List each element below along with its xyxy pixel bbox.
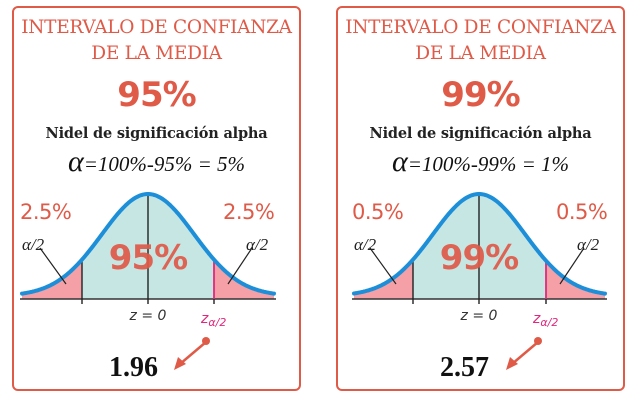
alpha-formula-text: =100%-99% = 1%	[407, 152, 570, 176]
z-critical-label: zα/2	[201, 310, 226, 332]
confidence-level: 95%	[117, 75, 196, 115]
left-alpha-pointer	[369, 247, 397, 285]
arrow-icon	[506, 337, 542, 370]
alpha-symbol: α	[67, 145, 84, 178]
card-title-line2: DE LA MEDIA	[415, 43, 546, 64]
critical-value: 2.57	[440, 352, 489, 383]
z-symbol: z	[201, 311, 209, 327]
card-title-line2: DE LA MEDIA	[91, 43, 222, 64]
right-tail-percent: 0.5%	[556, 200, 608, 224]
alpha-formula-text: =100%-95% = 5%	[83, 152, 246, 176]
significance-subtitle: Nidel de significación alpha	[369, 125, 592, 142]
alpha-symbol: α	[391, 145, 408, 178]
z-subscript: α/2	[540, 316, 559, 329]
right-tail-percent: 2.5%	[223, 200, 275, 224]
confidence-level: 99%	[441, 75, 520, 115]
right-alpha-half-label: α/2	[246, 235, 269, 254]
bell-curve-line	[20, 192, 276, 296]
bell-curve-95	[20, 192, 276, 370]
right-alpha-pointer	[227, 247, 253, 285]
z-subscript: α/2	[208, 316, 227, 329]
left-tail-percent: 0.5%	[352, 200, 404, 224]
z-zero-label: z = 0	[129, 308, 167, 324]
left-tail-percent: 2.5%	[20, 200, 72, 224]
bell-curve-line	[352, 192, 607, 296]
z-symbol: z	[533, 311, 541, 327]
z-zero-label: z = 0	[460, 308, 498, 324]
z-critical-label: zα/2	[533, 310, 558, 332]
alpha-formula: α=100%-95% = 5%	[14, 145, 299, 178]
confidence-card-99: INTERVALO DE CONFIANZA DE LA MEDIA 99% N…	[336, 6, 625, 391]
arrow-icon	[174, 337, 210, 370]
significance-subtitle: Nidel de significación alpha	[45, 125, 268, 142]
critical-value: 1.96	[109, 352, 158, 383]
left-tail-area	[354, 259, 413, 299]
right-alpha-pointer	[559, 247, 585, 285]
left-alpha-half-label: α/2	[354, 235, 377, 254]
center-area-percent: 99%	[439, 238, 519, 278]
left-tail-area	[22, 259, 82, 299]
confidence-card-95: INTERVALO DE CONFIANZA DE LA MEDIA 95% N…	[12, 6, 301, 391]
left-alpha-pointer	[39, 247, 67, 285]
bell-curve-99	[352, 192, 607, 370]
right-tail-area	[214, 259, 274, 299]
card-title-line1: INTERVALO DE CONFIANZA	[345, 17, 616, 38]
left-alpha-half-label: α/2	[22, 235, 45, 254]
card-title-line1: INTERVALO DE CONFIANZA	[21, 17, 292, 38]
alpha-formula: α=100%-99% = 1%	[338, 145, 623, 178]
center-area-percent: 95%	[108, 238, 188, 278]
right-alpha-half-label: α/2	[577, 235, 600, 254]
right-tail-area	[546, 260, 605, 299]
